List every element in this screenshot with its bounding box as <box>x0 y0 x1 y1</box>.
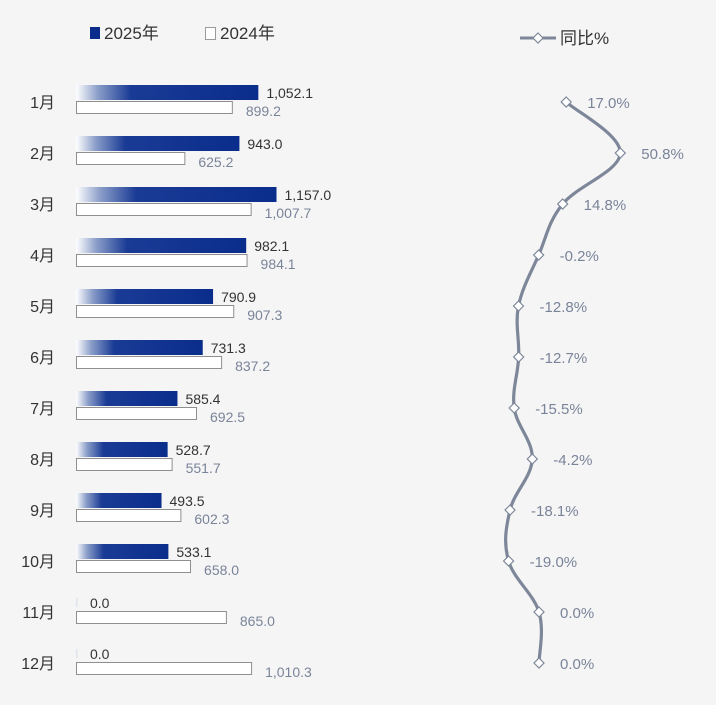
bar-2025 <box>76 598 78 607</box>
bar-2024 <box>76 407 198 420</box>
data-label-2024: 551.7 <box>186 460 221 476</box>
data-label-2024: 658.0 <box>204 562 239 578</box>
data-label-2025: 731.3 <box>211 340 246 356</box>
yoy-marker <box>526 453 539 465</box>
category-label: 11月 <box>22 605 55 622</box>
yoy-marker <box>533 657 545 669</box>
bars-layer: 1月 1,052.1 899.2 2月 943.0 625.2 3月 1,157.0 1,007… <box>21 85 331 680</box>
data-label-2024: 865.0 <box>240 613 275 629</box>
bar-2024 <box>76 101 233 114</box>
data-label-2024: 1,007.7 <box>265 205 312 221</box>
data-label-2024: 899.2 <box>246 103 281 119</box>
data-label-2024: 1,010.3 <box>265 664 312 680</box>
category-label: 1月 <box>30 95 55 112</box>
yoy-data-label: -0.2% <box>560 248 599 265</box>
data-label-2025: 0.0 <box>90 595 110 611</box>
data-label-2025: 528.7 <box>176 442 211 458</box>
legend-label-2025: 2025年 <box>104 24 159 43</box>
data-label-2025: 585.4 <box>185 391 220 407</box>
yoy-data-label: -19.0% <box>530 554 578 571</box>
yoy-marker <box>532 249 545 261</box>
bar-2024 <box>76 305 235 318</box>
category-label: 3月 <box>30 197 55 214</box>
category-label: 5月 <box>30 299 55 316</box>
yoy-data-label: -15.5% <box>535 401 583 418</box>
data-label-2024: 837.2 <box>235 358 270 374</box>
bar-2025 <box>76 340 203 355</box>
bar-2025 <box>76 544 169 559</box>
yoy-data-label: 50.8% <box>641 146 684 163</box>
data-label-2024: 602.3 <box>194 511 229 527</box>
legend: 2025年 2024年 同比% <box>90 24 609 48</box>
bar-2025 <box>76 493 162 508</box>
yoy-marker <box>556 198 569 210</box>
category-label: 7月 <box>30 401 55 418</box>
data-label-2025: 1,052.1 <box>266 85 313 101</box>
category-label: 4月 <box>30 248 55 265</box>
yoy-data-label: -4.2% <box>553 452 592 469</box>
bar-2024 <box>76 611 227 624</box>
legend-marker-yoy <box>532 32 544 44</box>
category-label: 6月 <box>30 350 55 367</box>
bar-2025 <box>76 187 277 202</box>
bar-2025 <box>76 238 247 253</box>
legend-swatch-2025 <box>90 27 100 39</box>
yoy-marker <box>512 351 525 363</box>
data-label-2025: 943.0 <box>247 136 282 152</box>
category-label: 2月 <box>30 146 55 163</box>
bar-2025 <box>76 85 259 100</box>
yoy-marker <box>560 96 573 108</box>
data-label-2024: 692.5 <box>210 409 245 425</box>
data-label-2025: 982.1 <box>254 238 289 254</box>
bar-2024 <box>76 254 248 267</box>
yoy-data-label: -12.8% <box>540 299 588 316</box>
yoy-data-label: 14.8% <box>584 197 627 214</box>
data-label-2025: 0.0 <box>90 646 110 662</box>
data-label-2025: 1,157.0 <box>285 187 332 203</box>
bar-2025 <box>76 442 168 457</box>
data-label-2024: 907.3 <box>247 307 282 323</box>
yoy-marker <box>504 504 516 516</box>
yoy-data-label: 0.0% <box>560 605 594 622</box>
yoy-marker <box>508 402 521 414</box>
bar-2025 <box>76 649 78 658</box>
yoy-data-label: 17.0% <box>587 95 630 112</box>
bar-2024 <box>76 509 182 522</box>
bar-2024 <box>76 560 192 573</box>
yoy-line <box>504 100 622 665</box>
yoy-data-label: -18.1% <box>531 503 579 520</box>
bar-2025 <box>76 391 178 406</box>
yoy-data-label: -12.7% <box>540 350 588 367</box>
yoy-line-layer: 17.0% 50.8% 14.8% -0.2% -12.8% -12.7% -15.5% -4… <box>502 95 684 673</box>
legend-swatch-2024 <box>205 27 216 40</box>
yoy-data-label: 0.0% <box>560 656 594 673</box>
data-label-2025: 790.9 <box>221 289 256 305</box>
bar-2025 <box>76 289 214 304</box>
category-label: 9月 <box>30 503 55 520</box>
category-label: 8月 <box>30 452 55 469</box>
category-label: 12月 <box>21 656 55 673</box>
data-label-2024: 984.1 <box>261 256 296 272</box>
category-label: 10月 <box>21 554 55 571</box>
legend-label-2024: 2024年 <box>220 24 275 43</box>
data-label-2025: 493.5 <box>170 493 205 509</box>
yoy-marker <box>502 555 515 567</box>
yoy-marker <box>614 147 627 159</box>
bar-2024 <box>76 203 252 216</box>
bar-2024 <box>76 662 253 675</box>
legend-label-yoy: 同比% <box>560 29 609 48</box>
yoy-marker <box>512 300 525 312</box>
bar-2024 <box>76 152 186 165</box>
yoy-marker <box>533 606 545 618</box>
data-label-2024: 625.2 <box>198 154 233 170</box>
bar-2025 <box>76 136 240 151</box>
bar-2024 <box>76 458 173 471</box>
bar-2024 <box>76 356 223 369</box>
data-label-2025: 533.1 <box>176 544 211 560</box>
